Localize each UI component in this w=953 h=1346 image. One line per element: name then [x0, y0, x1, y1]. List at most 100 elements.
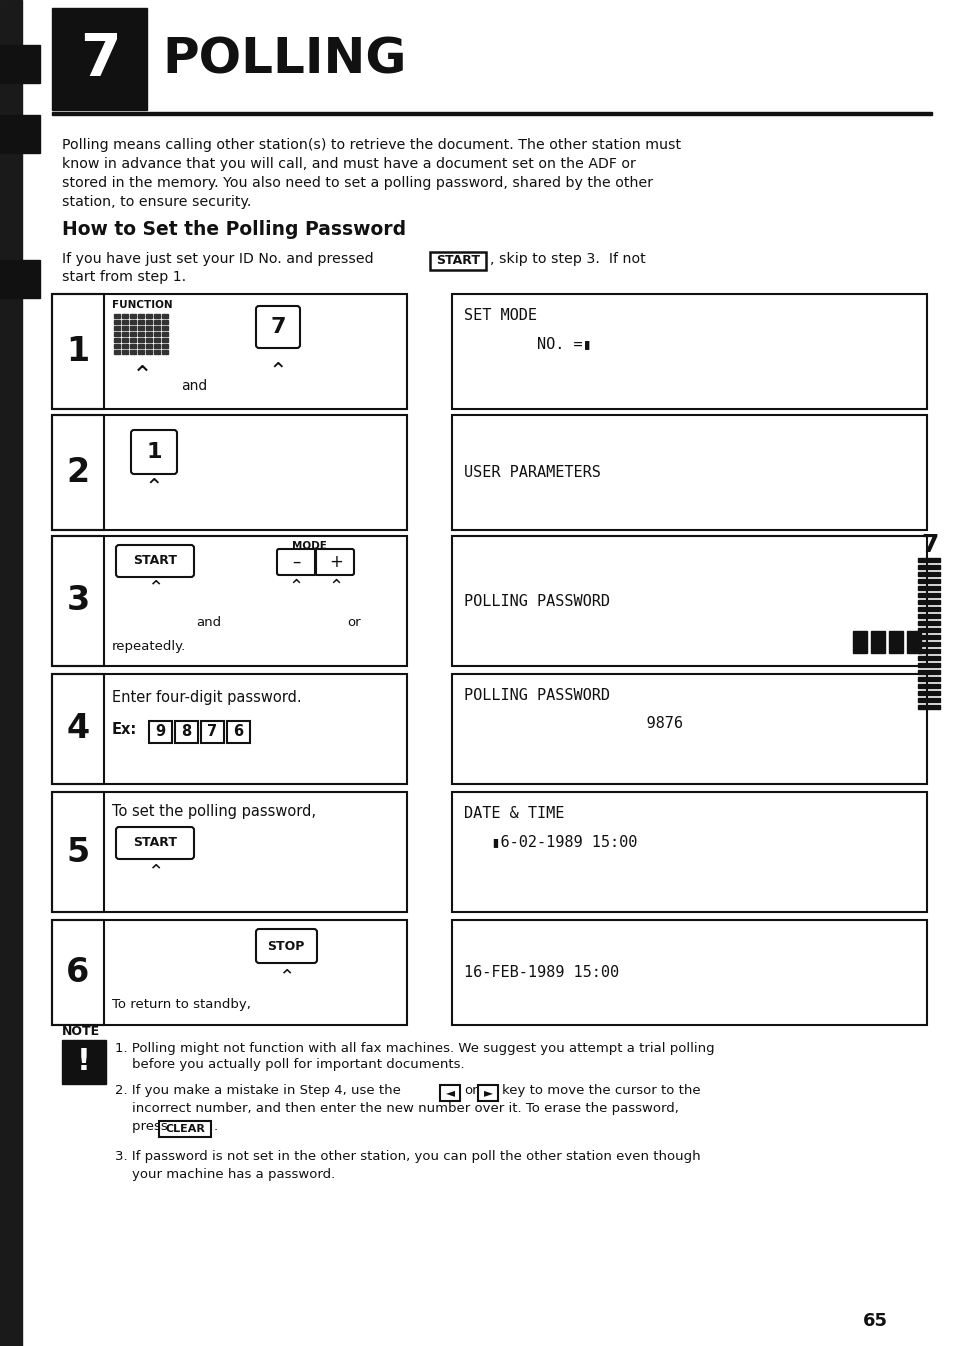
Bar: [122, 350, 128, 354]
Text: 1: 1: [67, 335, 90, 367]
Bar: [162, 345, 168, 349]
Bar: [917, 656, 939, 660]
Bar: [162, 338, 168, 342]
Bar: [917, 607, 939, 611]
Bar: [138, 332, 144, 336]
Text: repeatedly.: repeatedly.: [112, 639, 186, 653]
Bar: [477, 1085, 497, 1101]
Bar: [430, 252, 485, 271]
Bar: [113, 320, 120, 324]
Text: your machine has a password.: your machine has a password.: [115, 1168, 335, 1180]
Bar: [113, 332, 120, 336]
Text: 7: 7: [921, 533, 938, 557]
Text: 2: 2: [67, 456, 90, 489]
Bar: [113, 338, 120, 342]
Text: station, to ensure security.: station, to ensure security.: [62, 195, 251, 209]
Text: 2. If you make a mistake in Step 4, use the: 2. If you make a mistake in Step 4, use …: [115, 1084, 400, 1097]
Text: START: START: [132, 836, 177, 849]
Bar: [122, 338, 128, 342]
Text: CLEAR: CLEAR: [165, 1124, 205, 1133]
Bar: [174, 721, 198, 743]
Bar: [113, 345, 120, 349]
Bar: [138, 345, 144, 349]
Bar: [130, 314, 136, 318]
Bar: [888, 631, 902, 653]
Bar: [153, 338, 160, 342]
Bar: [52, 921, 407, 1026]
Bar: [146, 350, 152, 354]
Text: start from step 1.: start from step 1.: [62, 271, 186, 284]
Text: ◄: ◄: [445, 1086, 454, 1100]
Text: .: .: [213, 1120, 218, 1133]
Bar: [52, 536, 104, 666]
Bar: [122, 326, 128, 330]
Bar: [917, 670, 939, 674]
Bar: [138, 314, 144, 318]
Bar: [52, 415, 407, 530]
Text: and: and: [181, 380, 207, 393]
Bar: [452, 921, 926, 1026]
Bar: [149, 721, 172, 743]
Text: 1: 1: [146, 441, 162, 462]
Text: STOP: STOP: [267, 940, 304, 953]
Text: +: +: [329, 553, 342, 571]
Text: 8: 8: [181, 724, 191, 739]
Bar: [130, 350, 136, 354]
Bar: [162, 350, 168, 354]
Text: FUNCTION: FUNCTION: [112, 300, 172, 310]
Bar: [138, 326, 144, 330]
Bar: [138, 338, 144, 342]
Bar: [917, 565, 939, 569]
Text: 6: 6: [233, 724, 243, 739]
Bar: [917, 664, 939, 668]
Text: ⌃: ⌃: [269, 361, 287, 381]
Text: 9876: 9876: [463, 716, 682, 731]
Text: To return to standby,: To return to standby,: [112, 997, 251, 1011]
Bar: [138, 320, 144, 324]
Bar: [162, 332, 168, 336]
Text: Ex:: Ex:: [112, 721, 137, 738]
Bar: [138, 350, 144, 354]
Text: 9: 9: [154, 724, 165, 739]
Bar: [52, 674, 104, 783]
Bar: [153, 314, 160, 318]
Bar: [917, 559, 939, 563]
Text: POLLING PASSWORD: POLLING PASSWORD: [463, 688, 609, 703]
Bar: [62, 1040, 106, 1084]
Bar: [452, 536, 926, 666]
Bar: [227, 721, 250, 743]
Bar: [452, 293, 926, 409]
Bar: [0, 114, 40, 153]
Bar: [113, 314, 120, 318]
Text: 5: 5: [67, 836, 90, 868]
Text: key to move the cursor to the: key to move the cursor to the: [501, 1084, 700, 1097]
Bar: [452, 415, 926, 530]
Text: How to Set the Polling Password: How to Set the Polling Password: [62, 219, 406, 240]
Bar: [52, 791, 407, 913]
Text: 7: 7: [270, 318, 286, 336]
Bar: [146, 332, 152, 336]
Bar: [917, 649, 939, 653]
Bar: [130, 345, 136, 349]
Bar: [452, 674, 926, 783]
Text: know in advance that you will call, and must have a document set on the ADF or: know in advance that you will call, and …: [62, 157, 636, 171]
Text: 6: 6: [67, 956, 90, 989]
Text: or: or: [463, 1084, 477, 1097]
Bar: [122, 345, 128, 349]
Bar: [917, 586, 939, 590]
Bar: [113, 326, 120, 330]
Bar: [130, 338, 136, 342]
Bar: [52, 293, 407, 409]
Bar: [917, 635, 939, 639]
Bar: [153, 320, 160, 324]
Bar: [162, 320, 168, 324]
Bar: [917, 642, 939, 646]
Bar: [52, 674, 407, 783]
Bar: [153, 350, 160, 354]
Bar: [452, 791, 926, 913]
Bar: [917, 600, 939, 604]
Text: MODE: MODE: [292, 541, 326, 551]
Bar: [906, 631, 920, 653]
Bar: [146, 320, 152, 324]
Bar: [52, 293, 104, 409]
